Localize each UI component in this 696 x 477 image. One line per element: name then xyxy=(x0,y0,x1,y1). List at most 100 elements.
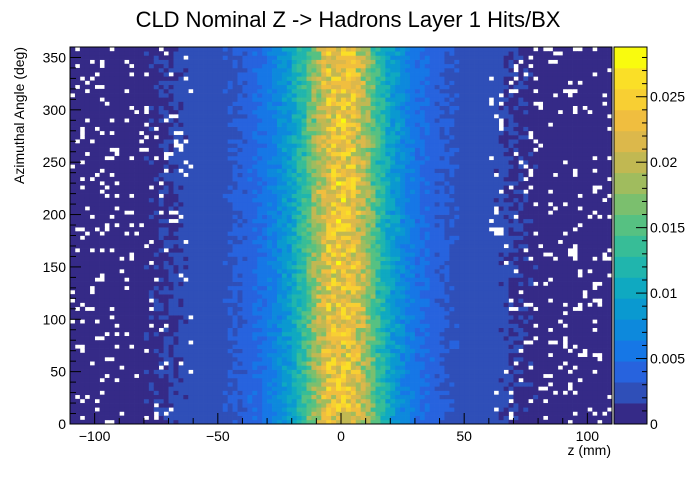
heat-cell xyxy=(331,214,337,220)
heat-cell xyxy=(70,419,76,425)
heat-cell xyxy=(272,231,278,236)
heat-cell xyxy=(129,398,135,404)
heat-cell xyxy=(262,239,268,245)
heat-cell xyxy=(247,130,253,136)
heat-cell xyxy=(143,256,150,261)
heat-cell xyxy=(129,109,135,115)
heat-cell xyxy=(311,118,317,123)
heat-cell xyxy=(350,352,357,358)
heat-cell xyxy=(163,344,169,349)
heat-cell xyxy=(188,289,194,295)
heat-cell xyxy=(341,160,347,165)
heat-cell xyxy=(326,143,332,148)
heat-cell xyxy=(74,277,81,282)
heat-cell xyxy=(267,319,273,324)
heat-cell xyxy=(124,348,130,354)
heat-cell xyxy=(178,243,184,249)
heat-cell xyxy=(89,109,95,115)
heat-cell xyxy=(74,252,81,257)
heat-cell xyxy=(341,243,347,249)
heat-cell xyxy=(173,243,179,249)
heat-cell xyxy=(207,105,214,111)
heat-cell xyxy=(158,256,164,261)
heat-cell xyxy=(143,327,150,333)
heat-cell xyxy=(158,348,164,354)
heat-cell xyxy=(247,336,253,341)
heat-cell xyxy=(134,382,140,387)
heat-cell xyxy=(183,348,189,354)
heat-cell xyxy=(276,143,283,148)
heat-cell xyxy=(74,109,81,115)
heat-cell xyxy=(301,386,307,391)
heat-cell xyxy=(281,47,288,52)
heat-cell xyxy=(227,147,233,153)
heat-cell xyxy=(345,411,352,416)
heat-cell xyxy=(321,93,327,98)
heat-cell xyxy=(148,344,155,349)
heat-cell xyxy=(138,323,145,329)
heat-cell xyxy=(301,398,307,404)
heat-cell xyxy=(193,164,199,169)
heat-cell xyxy=(168,63,174,69)
heat-cell xyxy=(183,269,189,274)
heat-cell xyxy=(326,201,332,207)
heat-cell xyxy=(350,403,357,408)
heat-cell xyxy=(217,302,224,308)
heat-cell xyxy=(134,310,140,316)
heat-cell xyxy=(212,340,219,345)
heat-cell xyxy=(217,239,224,245)
heat-cell xyxy=(193,419,199,425)
heat-cell xyxy=(173,155,179,161)
heat-cell xyxy=(168,164,174,169)
heat-cell xyxy=(227,260,233,266)
heat-cell xyxy=(272,344,278,349)
heat-cell xyxy=(134,143,140,148)
heat-cell xyxy=(163,101,169,106)
heat-cell xyxy=(109,344,115,349)
heat-cell xyxy=(331,419,337,425)
heat-cell xyxy=(212,285,219,291)
heat-cell xyxy=(272,386,278,391)
heat-cell xyxy=(291,67,298,73)
heat-cell xyxy=(188,97,194,102)
heat-cell xyxy=(272,382,278,387)
heat-cell xyxy=(222,201,229,207)
heat-cell xyxy=(326,139,332,144)
heat-cell xyxy=(242,118,248,123)
heat-cell xyxy=(74,189,81,194)
heat-cell xyxy=(173,201,179,207)
heat-cell xyxy=(212,97,219,102)
heat-cell xyxy=(134,93,140,98)
heat-cell xyxy=(143,160,150,165)
heat-cell xyxy=(143,67,150,73)
heat-cell xyxy=(247,122,253,127)
heat-cell xyxy=(119,419,125,425)
heat-cell xyxy=(217,327,224,333)
heat-cell xyxy=(301,327,307,333)
heat-cell xyxy=(222,189,229,194)
heat-cell xyxy=(316,398,322,404)
heat-cell xyxy=(281,403,288,408)
heat-cell xyxy=(158,252,164,257)
heat-cell xyxy=(129,356,135,362)
heat-cell xyxy=(114,235,120,241)
heat-cell xyxy=(350,310,357,316)
heat-cell xyxy=(301,185,307,190)
heat-cell xyxy=(89,97,95,102)
heat-cell xyxy=(188,273,194,278)
heat-cell xyxy=(306,214,312,220)
heat-cell xyxy=(321,160,327,165)
heat-cell xyxy=(326,63,332,69)
heat-cell xyxy=(178,122,184,127)
heat-cell xyxy=(296,239,302,245)
heat-cell xyxy=(193,231,199,236)
heat-cell xyxy=(134,407,140,412)
heat-cell xyxy=(262,382,268,387)
heat-cell xyxy=(198,176,204,182)
heat-cell xyxy=(336,210,342,215)
heat-cell xyxy=(345,93,352,98)
heat-cell xyxy=(138,210,145,215)
heat-cell xyxy=(198,118,204,123)
heat-cell xyxy=(143,222,150,228)
heat-cell xyxy=(296,403,302,408)
